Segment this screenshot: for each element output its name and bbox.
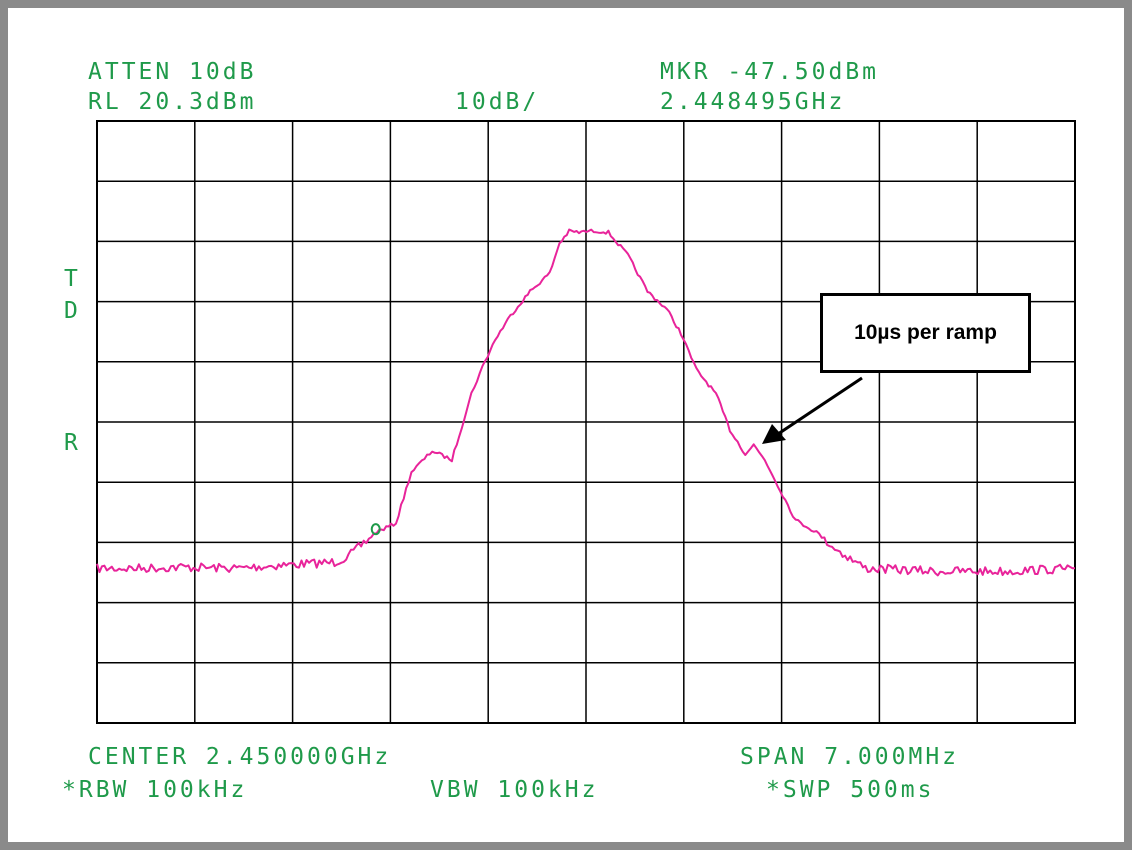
- callout-text: 10µs per ramp: [854, 321, 997, 344]
- callout-box: 10µs per ramp: [820, 293, 1031, 373]
- marker-symbol: [370, 523, 381, 536]
- vbw-label: VBW 100kHz: [430, 777, 599, 803]
- center-frequency-label: CENTER 2.450000GHz: [88, 744, 392, 770]
- marker-level-label: MKR -47.50dBm: [660, 59, 880, 85]
- reference-level-label: RL 20.3dBm: [88, 89, 257, 115]
- spectrum-trace: [96, 228, 1076, 577]
- graticule: [96, 120, 1076, 724]
- scale-label: 10dB/: [455, 89, 540, 115]
- side-label-d: D: [64, 298, 81, 324]
- span-label: SPAN 7.000MHz: [740, 744, 960, 770]
- callout-arrow: [777, 376, 863, 436]
- callout-arrowhead: [762, 424, 786, 444]
- atten-label: ATTEN 10dB: [88, 59, 257, 85]
- side-label-r: R: [64, 430, 81, 456]
- marker-frequency-label: 2.448495GHz: [660, 89, 846, 115]
- sweep-time-label: *SWP 500ms: [766, 777, 935, 803]
- marker-point: [370, 523, 381, 536]
- side-label-t: T: [64, 266, 81, 292]
- rbw-label: *RBW 100kHz: [62, 777, 248, 803]
